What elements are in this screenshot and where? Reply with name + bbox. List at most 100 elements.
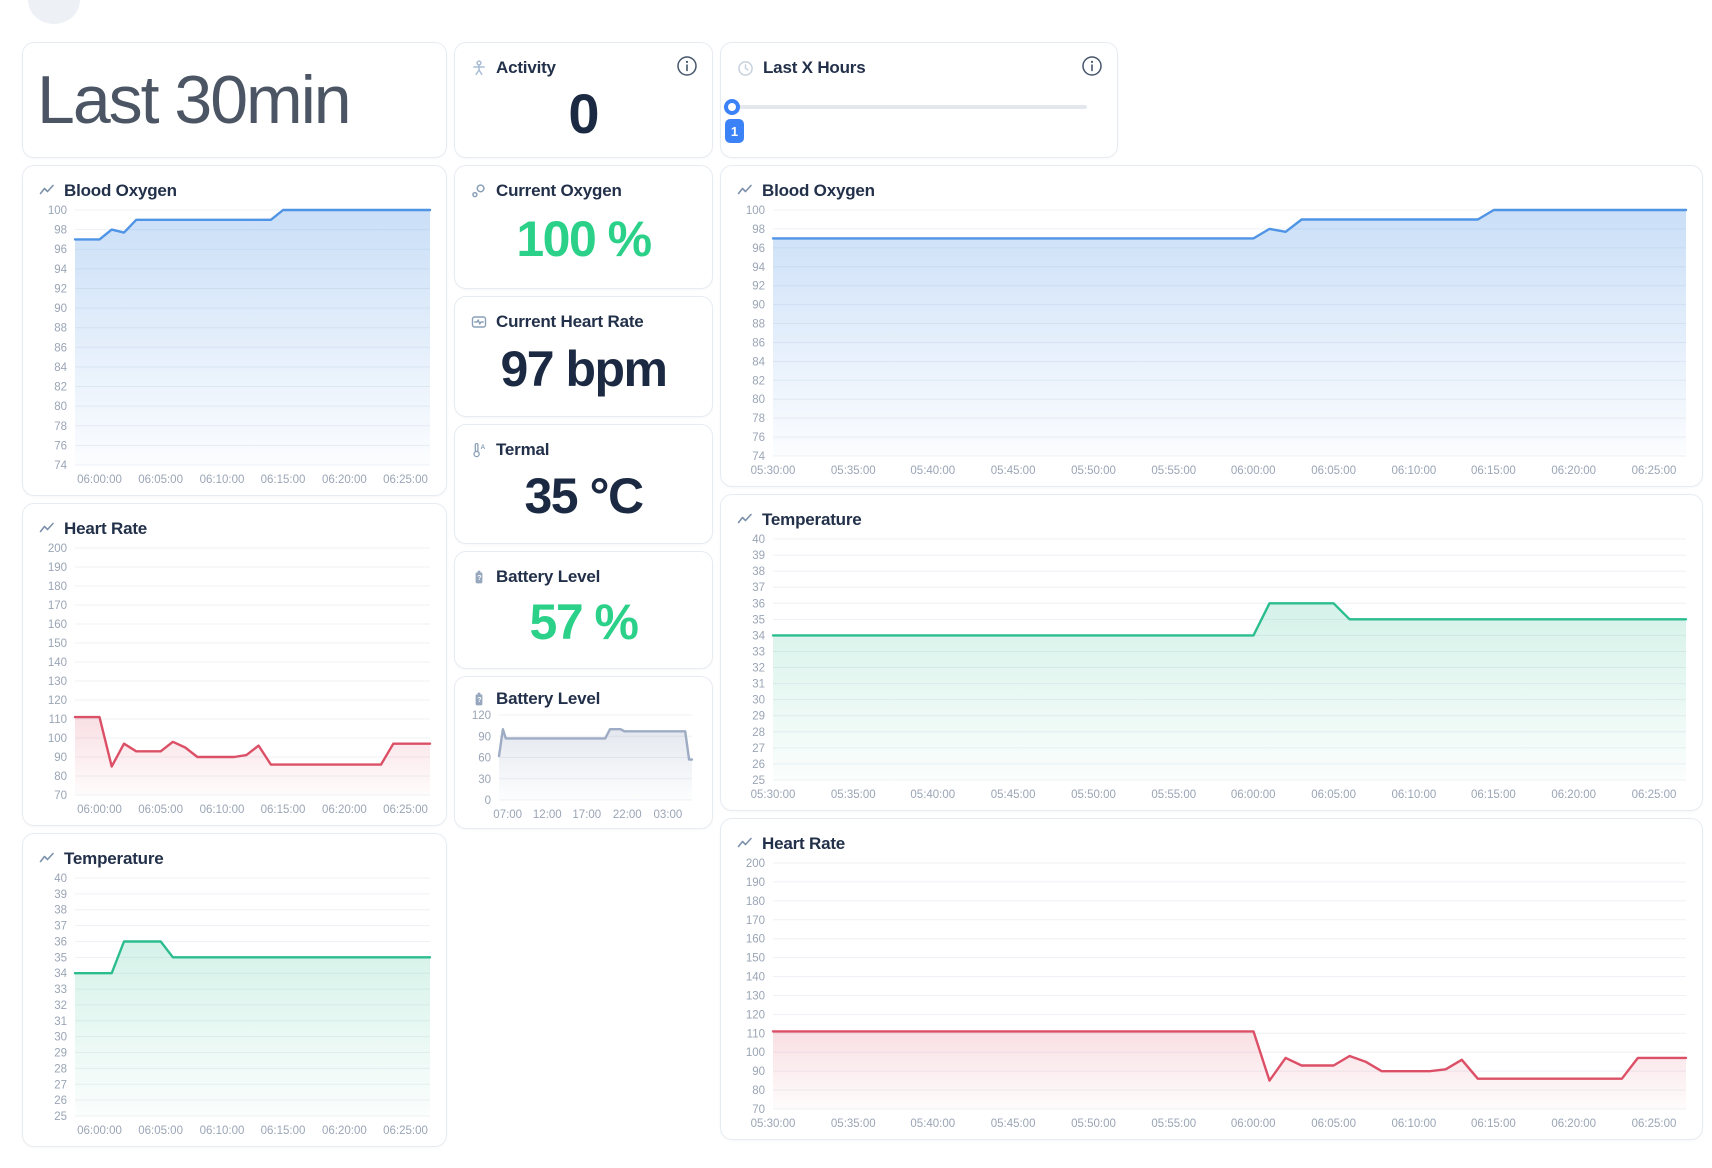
right-column: Last X Hours 1 Blood Oxygen 74 76 78 80 82 84… (720, 42, 1703, 1140)
svg-text:78: 78 (54, 421, 67, 433)
svg-text:33: 33 (752, 646, 765, 658)
svg-text:76: 76 (54, 440, 67, 452)
svg-text:98: 98 (752, 224, 765, 236)
svg-text:31: 31 (752, 679, 765, 691)
svg-text:06:05:00: 06:05:00 (1311, 789, 1356, 801)
svg-text:190: 190 (48, 562, 67, 574)
svg-text:06:10:00: 06:10:00 (200, 804, 245, 816)
svg-text:80: 80 (752, 1085, 765, 1097)
svg-text:40: 40 (752, 534, 765, 546)
svg-text:35: 35 (752, 614, 765, 626)
slider-track[interactable] (731, 105, 1087, 109)
thermometer-icon: A (471, 442, 487, 458)
left-column: Last 30min Blood Oxygen 74 76 78 80 82 84 86 88… (22, 42, 447, 1147)
svg-text:29: 29 (752, 711, 765, 723)
svg-text:28: 28 (54, 1063, 67, 1075)
activity-value: 0 (568, 81, 599, 145)
current-oxygen-card: Current Oxygen 100 % (454, 165, 713, 289)
decorative-blob (28, 0, 80, 24)
svg-text:100: 100 (48, 205, 67, 217)
svg-text:05:50:00: 05:50:00 (1071, 465, 1116, 477)
svg-text:28: 28 (752, 727, 765, 739)
svg-text:06:00:00: 06:00:00 (77, 804, 122, 816)
svg-text:160: 160 (48, 619, 67, 631)
svg-text:27: 27 (752, 743, 765, 755)
trend-icon (737, 512, 753, 528)
svg-text:22:00: 22:00 (613, 809, 642, 821)
svg-text:110: 110 (747, 1028, 765, 1040)
svg-text:86: 86 (54, 342, 67, 354)
svg-text:94: 94 (752, 262, 765, 274)
svg-text:30: 30 (478, 774, 491, 786)
slider-handle[interactable] (724, 99, 740, 115)
svg-text:?: ? (477, 697, 481, 704)
svg-text:25: 25 (752, 775, 765, 787)
svg-text:100: 100 (48, 733, 67, 745)
current-heart-rate-card: Current Heart Rate 97 bpm (454, 296, 713, 417)
svg-text:90: 90 (752, 300, 765, 312)
svg-text:05:30:00: 05:30:00 (751, 465, 796, 477)
svg-text:80: 80 (54, 771, 67, 783)
svg-text:70: 70 (54, 790, 67, 802)
svg-text:06:20:00: 06:20:00 (1551, 465, 1596, 477)
stat-title: Current Heart Rate (496, 312, 644, 331)
svg-text:06:25:00: 06:25:00 (383, 804, 428, 816)
svg-text:06:00:00: 06:00:00 (77, 474, 122, 486)
battery-chart-card: ? Battery Level 0 30 60 90 120 07:00 12:00 17:… (454, 676, 713, 829)
info-icon[interactable] (1081, 55, 1103, 77)
svg-text:86: 86 (752, 337, 765, 349)
trend-icon (39, 851, 55, 867)
svg-text:96: 96 (752, 243, 765, 255)
battery-icon: ? (471, 691, 487, 707)
svg-text:17:00: 17:00 (572, 809, 601, 821)
svg-text:84: 84 (54, 362, 67, 374)
svg-text:05:45:00: 05:45:00 (991, 789, 1036, 801)
svg-text:27: 27 (54, 1079, 67, 1091)
info-icon[interactable] (676, 55, 698, 77)
svg-text:06:10:00: 06:10:00 (200, 1125, 245, 1137)
hours-slider[interactable]: 1 (724, 99, 1087, 143)
svg-text:130: 130 (746, 990, 765, 1002)
svg-text:100: 100 (746, 1047, 765, 1059)
svg-text:?: ? (477, 575, 481, 582)
svg-text:170: 170 (48, 600, 67, 612)
blood-oxygen-chart-30min: 74 76 78 80 82 84 86 88 90 92 94 96 98 100 06:00:00 06… (29, 204, 440, 494)
svg-text:06:10:00: 06:10:00 (1392, 1118, 1437, 1130)
svg-text:06:25:00: 06:25:00 (383, 1125, 428, 1137)
svg-text:06:05:00: 06:05:00 (138, 474, 183, 486)
heart-rate-chart-30min: 70 80 90 100 110 120 130 140 150 160 170 180 190 200 … (29, 542, 440, 824)
svg-text:29: 29 (54, 1048, 67, 1060)
svg-text:06:10:00: 06:10:00 (200, 474, 245, 486)
svg-text:0: 0 (485, 795, 491, 807)
svg-text:130: 130 (48, 676, 67, 688)
svg-text:78: 78 (752, 413, 765, 425)
svg-text:200: 200 (746, 858, 765, 870)
svg-text:90: 90 (54, 752, 67, 764)
svg-text:06:20:00: 06:20:00 (1551, 789, 1596, 801)
svg-text:74: 74 (54, 460, 67, 472)
svg-text:82: 82 (54, 382, 67, 394)
stat-title: Termal (496, 440, 550, 459)
svg-text:06:05:00: 06:05:00 (138, 1125, 183, 1137)
svg-text:06:15:00: 06:15:00 (261, 1125, 306, 1137)
svg-text:06:15:00: 06:15:00 (261, 474, 306, 486)
time-range-card: Last 30min (22, 42, 447, 158)
svg-text:90: 90 (752, 1066, 765, 1078)
chart-title: Battery Level (496, 689, 601, 708)
svg-text:84: 84 (752, 356, 765, 368)
svg-text:06:20:00: 06:20:00 (322, 474, 367, 486)
svg-text:06:05:00: 06:05:00 (1311, 1118, 1356, 1130)
clock-icon (737, 60, 754, 77)
current-heart-rate-value: 97 bpm (500, 340, 668, 397)
svg-text:06:15:00: 06:15:00 (261, 804, 306, 816)
slider-value-badge: 1 (725, 119, 744, 143)
temperature-card-30min: Temperature 25 26 27 28 29 30 31 32 33 34 35 36 37 38… (22, 833, 447, 1147)
blood-oxygen-card-30min: Blood Oxygen 74 76 78 80 82 84 86 88 90 92 94 96 98 1… (22, 165, 447, 496)
svg-text:80: 80 (54, 401, 67, 413)
svg-text:34: 34 (54, 968, 67, 980)
svg-text:36: 36 (54, 936, 67, 948)
temperature-card-hours: Temperature 25 26 27 28 29 30 31 32 33 34 35 36 37 38… (720, 494, 1703, 811)
svg-text:110: 110 (49, 714, 67, 726)
thermal-card: A Termal 35 °C (454, 424, 713, 544)
svg-text:170: 170 (746, 915, 765, 927)
